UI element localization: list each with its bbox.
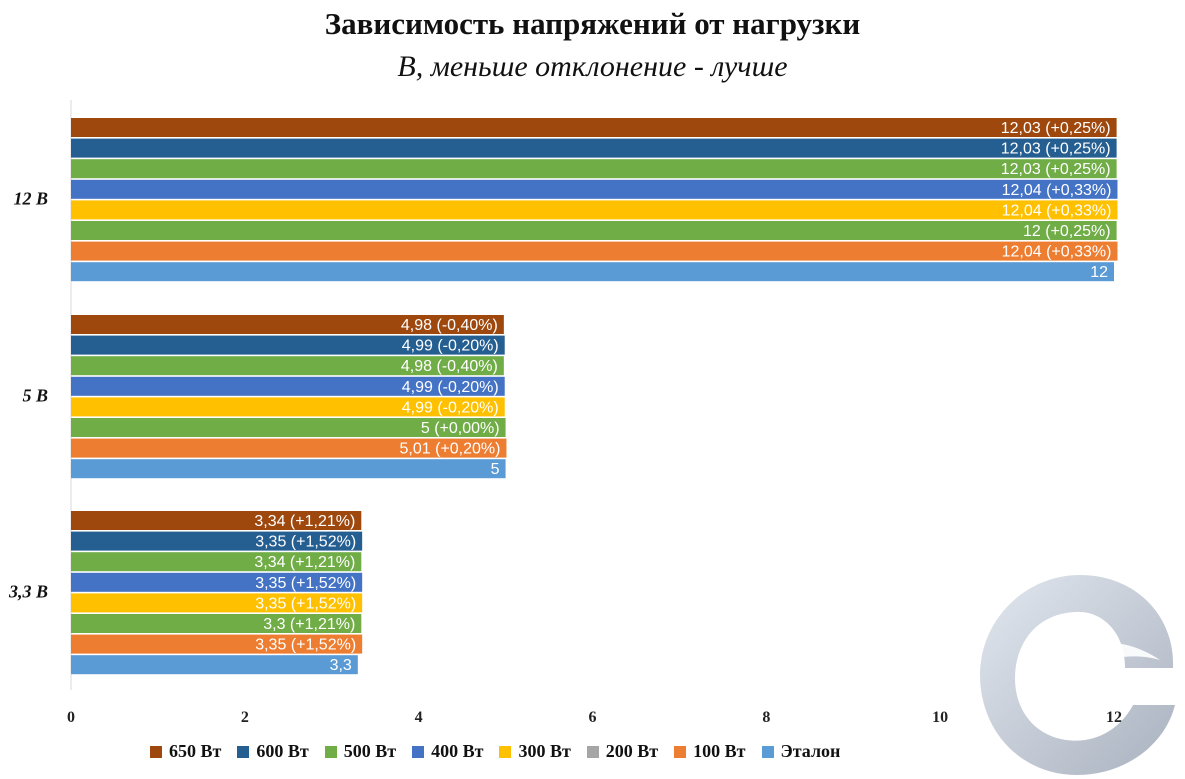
legend-swatch	[674, 745, 687, 758]
legend-swatch	[237, 745, 250, 758]
data-label: 5 (+0,00%)	[421, 420, 500, 437]
bar	[71, 221, 1117, 240]
legend-swatch	[499, 745, 512, 758]
data-label: 12,04 (+0,33%)	[1002, 182, 1112, 199]
x-tick-label: 8	[762, 709, 770, 726]
legend-label: 200 Вт	[605, 741, 659, 761]
data-label: 3,35 (+1,52%)	[255, 575, 356, 592]
data-label: 3,3 (+1,21%)	[263, 616, 355, 633]
legend-swatch	[412, 745, 425, 758]
data-label: 3,35 (+1,52%)	[255, 534, 356, 551]
data-label: 5	[491, 461, 500, 478]
bar	[71, 552, 362, 572]
bar	[71, 459, 506, 479]
bar	[71, 418, 506, 437]
legend-label: 500 Вт	[343, 741, 397, 761]
data-label: 3,34 (+1,21%)	[254, 554, 355, 571]
legend-label: 650 Вт	[169, 741, 222, 761]
chart-title: Зависимость напряжений от нагрузки	[324, 6, 861, 41]
bar	[71, 511, 362, 530]
legend-item: 200 Вт	[586, 741, 659, 762]
x-tick-label: 10	[932, 709, 948, 726]
data-label: 12,03 (+0,25%)	[1001, 161, 1111, 178]
x-tick-label: 2	[241, 709, 249, 726]
bar	[71, 593, 363, 613]
bar	[71, 335, 505, 355]
data-label: 4,99 (-0,20%)	[402, 399, 499, 416]
legend-label: 600 Вт	[256, 741, 309, 761]
legend-item: 300 Вт	[499, 741, 571, 762]
legend-swatch	[324, 745, 337, 758]
bar	[71, 614, 362, 633]
legend-item: 400 Вт	[412, 741, 483, 762]
bar	[71, 655, 358, 675]
legend-swatch	[150, 745, 162, 758]
bar	[71, 397, 505, 417]
data-label: 12,03 (+0,25%)	[1001, 120, 1111, 137]
data-label: 3,35 (+1,52%)	[255, 595, 356, 612]
data-label: 3,34 (+1,21%)	[254, 513, 355, 530]
data-label: 3,35 (+1,52%)	[255, 637, 356, 654]
legend-item: 500 Вт	[324, 741, 397, 762]
category-label: 3,3 В	[8, 581, 48, 601]
data-label: 12,04 (+0,33%)	[1002, 202, 1112, 219]
chart-subtitle: В, меньше отклонение - лучше	[397, 50, 788, 83]
category-label: 5 В	[22, 385, 48, 405]
legend-swatch	[761, 745, 774, 758]
bar	[71, 531, 363, 551]
data-label: 12 (+0,25%)	[1023, 223, 1111, 240]
bar	[71, 572, 363, 592]
chart-legend: 650 Вт 600 Вт 500 Вт 400 Вт 300 Вт 200 В…	[150, 741, 856, 762]
bar	[71, 634, 363, 654]
bar	[71, 138, 1117, 158]
watermark-logo	[980, 575, 1175, 775]
bar	[71, 356, 504, 376]
data-label: 4,99 (-0,20%)	[402, 379, 499, 396]
data-label: 3,3	[330, 657, 352, 674]
category-label: 12 В	[13, 188, 48, 208]
data-label: 4,98 (-0,40%)	[401, 317, 498, 334]
bar	[71, 315, 504, 334]
bar	[71, 376, 505, 396]
x-tick-label: 6	[589, 709, 597, 726]
legend-item: 650 Вт	[150, 741, 221, 762]
legend-label: 400 Вт	[431, 741, 484, 761]
data-label: 12,03 (+0,25%)	[1001, 141, 1111, 158]
data-label: 4,98 (-0,40%)	[401, 358, 498, 375]
x-tick-label: 0	[67, 709, 75, 726]
legend-item: 600 Вт	[237, 741, 309, 762]
legend-label: 100 Вт	[693, 741, 746, 761]
x-tick-label: 4	[415, 709, 423, 726]
bar	[71, 159, 1117, 179]
x-tick-label: 12	[1106, 709, 1122, 726]
legend-swatch	[586, 745, 599, 758]
bar	[71, 118, 1117, 137]
bar	[71, 179, 1118, 199]
bar	[71, 438, 507, 458]
bar	[71, 262, 1114, 282]
legend-label: 300 Вт	[518, 741, 571, 761]
data-label: 12	[1090, 264, 1108, 281]
legend-item: 100 Вт	[674, 741, 746, 762]
legend-label: Эталон	[780, 741, 841, 761]
legend-item: Эталон	[761, 741, 841, 762]
bar	[71, 241, 1118, 261]
data-label: 5,01 (+0,20%)	[399, 441, 500, 458]
data-label: 4,99 (-0,20%)	[402, 338, 499, 355]
bar	[71, 200, 1118, 220]
data-label: 12,04 (+0,33%)	[1002, 244, 1112, 261]
